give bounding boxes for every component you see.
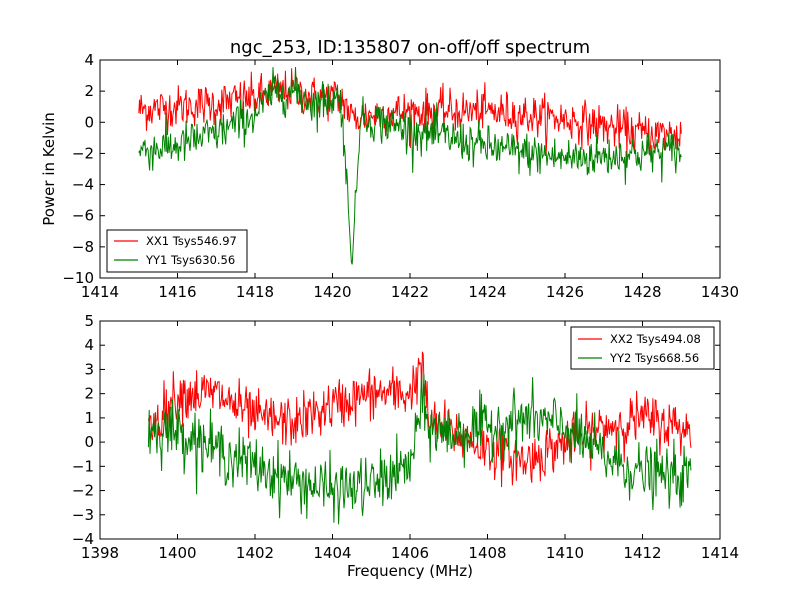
- top-legend-label-xx1: XX1 Tsys546.97: [146, 234, 237, 248]
- figure-title: ngc_253, ID:135807 on-off/off spectrum: [230, 37, 590, 58]
- bottom-y-tick-label-3: −1: [72, 457, 94, 475]
- bottom-x-tick-label-0: 1398: [81, 544, 119, 562]
- bottom-y-tick-label-6: 2: [84, 385, 94, 403]
- top-legend-box: [106, 229, 248, 273]
- top-x-tick-label-8: 1430: [701, 283, 739, 301]
- bottom-x-tick-label-6: 1410: [546, 544, 584, 562]
- bottom-x-tick-label-2: 1402: [236, 544, 274, 562]
- top-x-tick-label-4: 1422: [391, 283, 429, 301]
- bottom-y-tick-label-1: −3: [72, 506, 94, 524]
- top-chart: 1414 1416 1418 1420 1422 1424 1426 1428 1430 −10…: [40, 51, 739, 301]
- bottom-x-tick-label-4: 1406: [391, 544, 429, 562]
- bottom-y-tick-label-7: 3: [84, 360, 94, 378]
- bottom-x-ticks: 1398 1400 1402 1404 1406 1408 1410 1412 1414: [81, 321, 739, 562]
- top-y-tick-label-5: 0: [84, 113, 94, 131]
- bottom-legend-label-xx2: XX2 Tsys494.08: [610, 332, 701, 346]
- top-y-tick-label-2: −6: [72, 207, 94, 225]
- bottom-x-tick-label-3: 1404: [313, 544, 351, 562]
- top-x-tick-label-0: 1414: [81, 283, 119, 301]
- top-x-ticks: 1414 1416 1418 1420 1422 1424 1426 1428 1430: [81, 60, 739, 301]
- top-plot-lines: [138, 66, 682, 265]
- bottom-y-tick-label-4: 0: [84, 433, 94, 451]
- top-x-tick-label-3: 1420: [313, 283, 351, 301]
- bottom-y-tick-label-8: 4: [84, 336, 94, 354]
- bottom-x-tick-label-8: 1414: [701, 544, 739, 562]
- bottom-x-axis-label: Frequency (MHz): [347, 562, 473, 580]
- bottom-legend: XX2 Tsys494.08 YY2 Tsys668.56: [570, 326, 715, 370]
- top-y-tick-label-7: 4: [84, 51, 94, 69]
- top-series-line-1: [138, 66, 682, 265]
- top-x-tick-label-7: 1428: [623, 283, 661, 301]
- bottom-legend-label-yy2: YY2 Tsys668.56: [609, 351, 699, 365]
- bottom-legend-box: [570, 326, 715, 370]
- bottom-plot-lines: [147, 351, 692, 525]
- top-legend: XX1 Tsys546.97 YY1 Tsys630.56: [106, 229, 248, 273]
- top-legend-label-yy1: YY1 Tsys630.56: [145, 253, 235, 267]
- top-y-tick-label-1: −8: [72, 238, 94, 256]
- top-y-tick-label-3: −4: [72, 176, 94, 194]
- top-y-tick-label-0: −10: [62, 269, 94, 287]
- bottom-chart: 1398 1400 1402 1404 1406 1408 1410 1412 1414 −4−…: [72, 312, 739, 580]
- bottom-y-tick-label-2: −2: [72, 482, 94, 500]
- top-x-tick-label-2: 1418: [236, 283, 274, 301]
- bottom-x-tick-label-7: 1412: [623, 544, 661, 562]
- top-x-tick-label-1: 1416: [158, 283, 196, 301]
- top-y-axis-label: Power in Kelvin: [40, 112, 58, 226]
- bottom-x-tick-label-1: 1400: [158, 544, 196, 562]
- bottom-y-tick-label-5: 1: [84, 409, 94, 427]
- bottom-series-line-0: [147, 351, 692, 488]
- top-y-ticks: −10 −8 −6 −4 −2 0 2 4: [62, 51, 720, 287]
- bottom-series-line-1: [147, 371, 692, 525]
- bottom-y-tick-label-0: −4: [72, 530, 94, 548]
- top-x-tick-label-6: 1426: [546, 283, 584, 301]
- bottom-x-tick-label-5: 1408: [468, 544, 506, 562]
- bottom-y-ticks: −4 −3 −2 −1 0 1 2 3 4 5: [72, 312, 720, 548]
- bottom-y-tick-label-9: 5: [84, 312, 94, 330]
- top-y-tick-label-6: 2: [84, 82, 94, 100]
- top-y-tick-label-4: −2: [72, 144, 94, 162]
- top-x-tick-label-5: 1424: [468, 283, 506, 301]
